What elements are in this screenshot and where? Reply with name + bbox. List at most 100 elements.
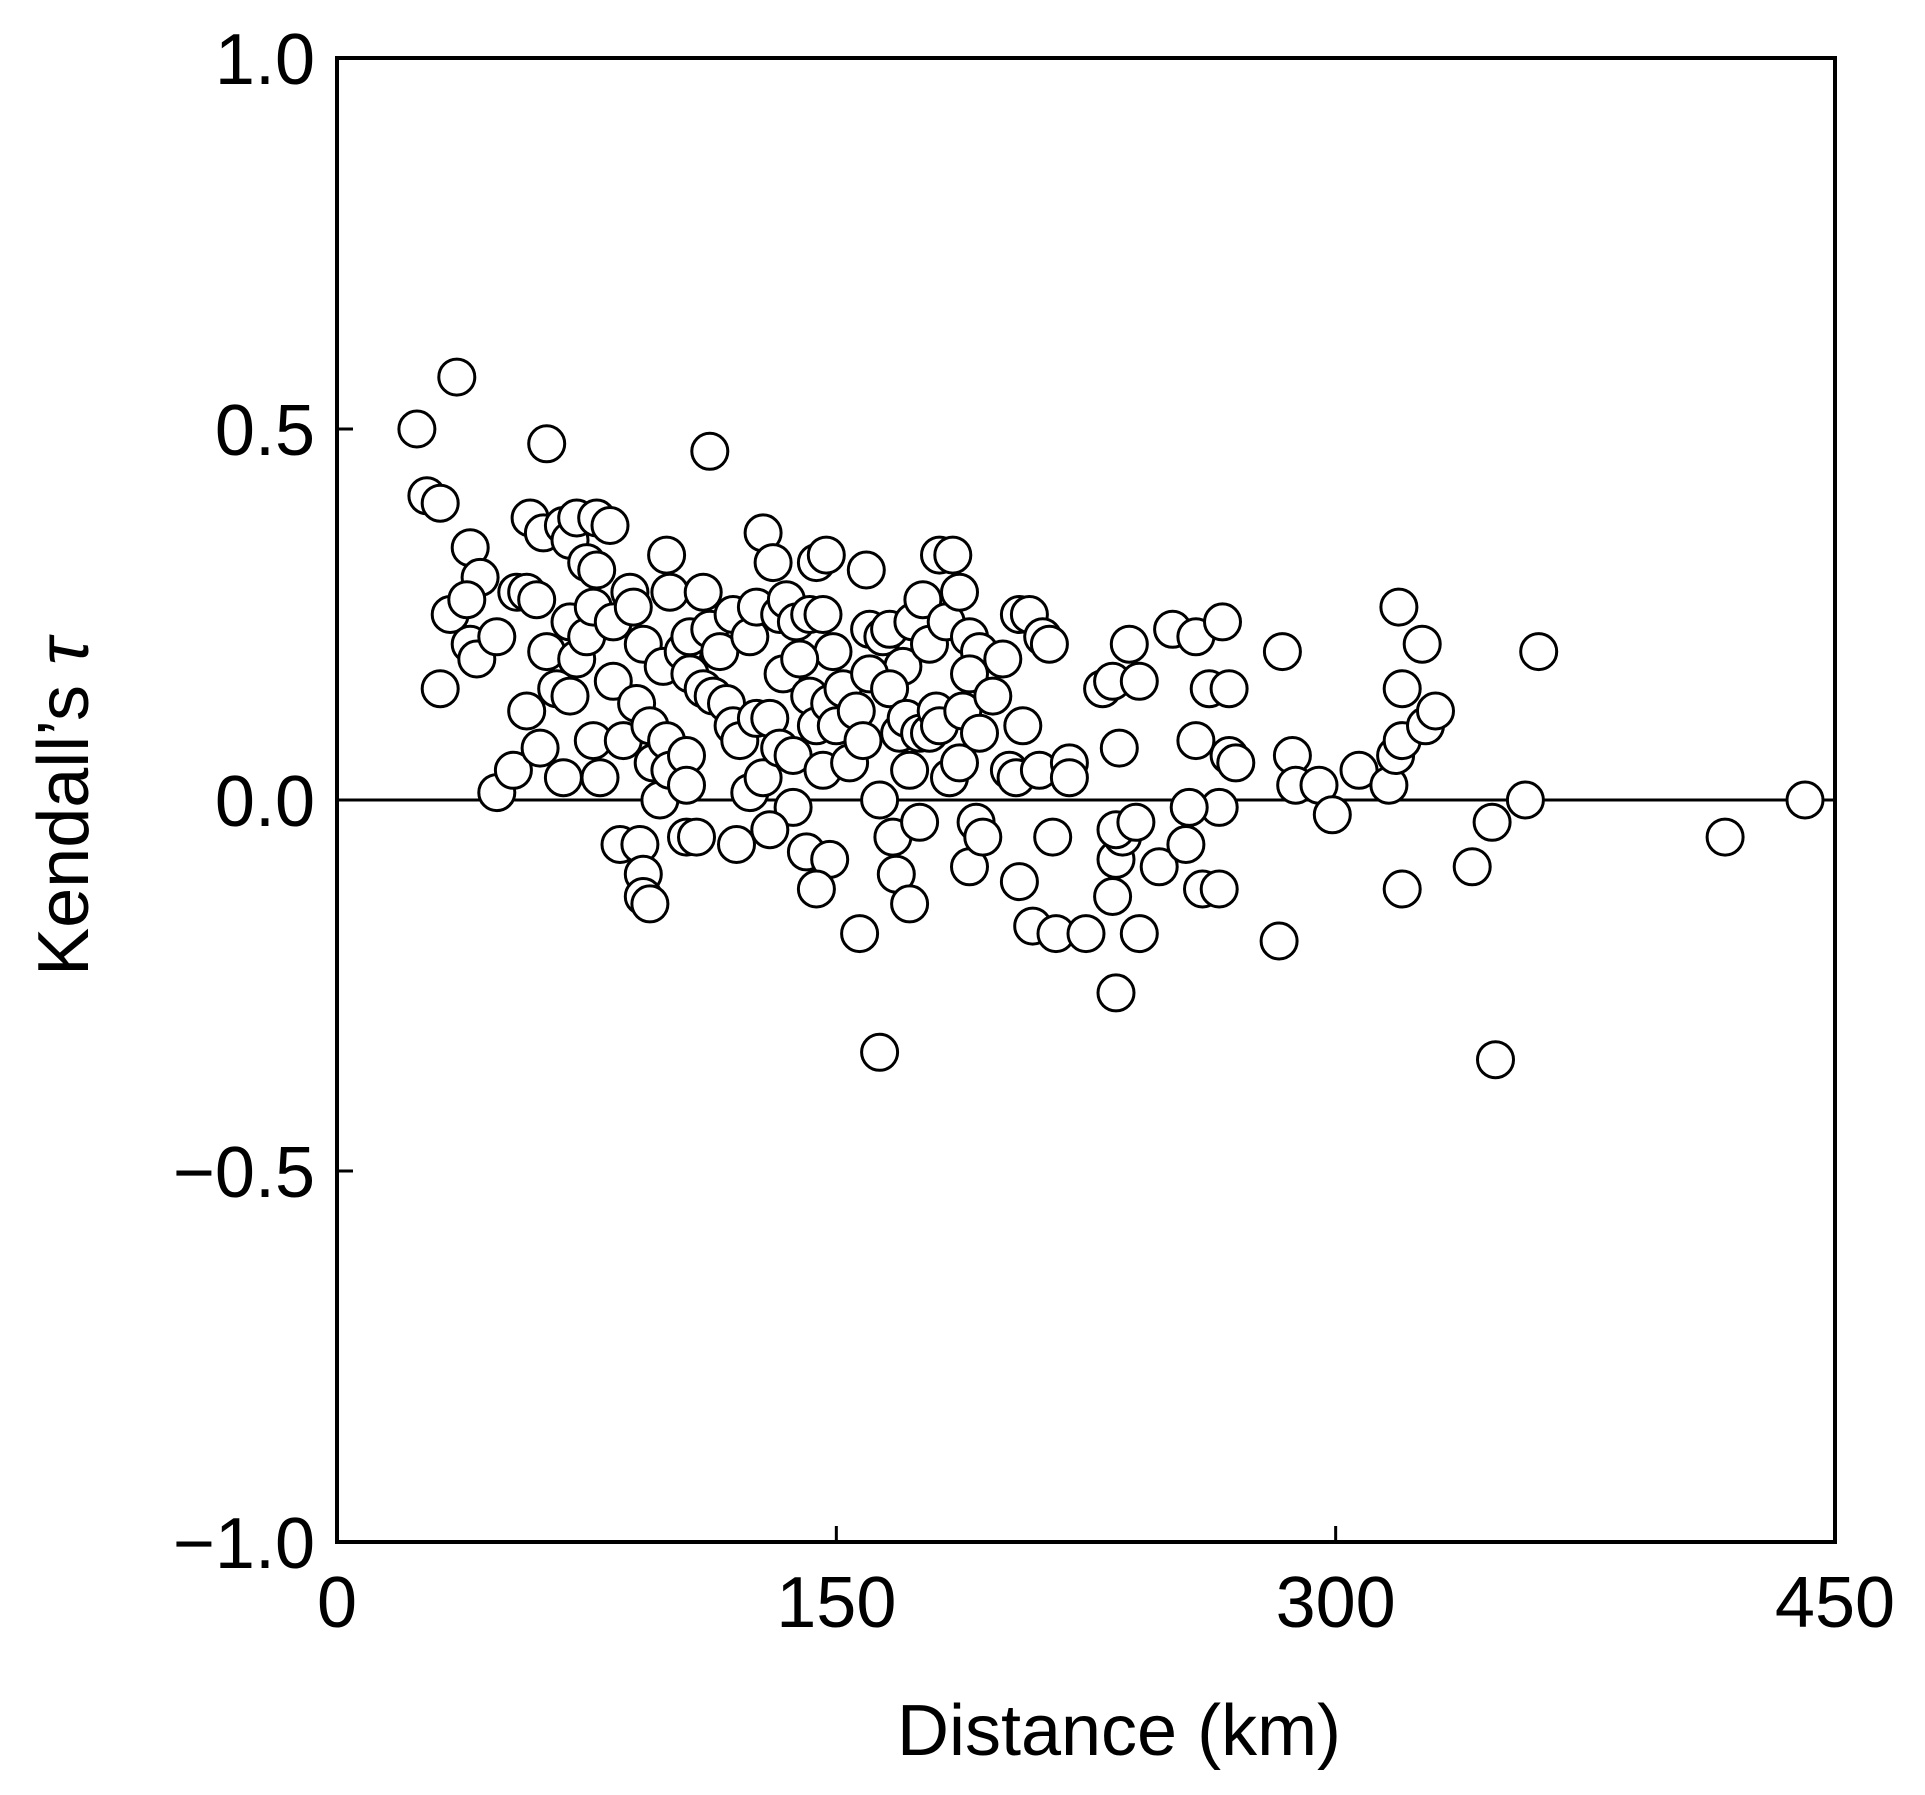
data-point xyxy=(1505,780,1545,820)
data-point xyxy=(520,728,560,768)
data-point xyxy=(420,483,460,523)
data-point xyxy=(1259,921,1299,961)
x-tick-label: 0 xyxy=(317,1563,357,1643)
data-point xyxy=(690,431,730,471)
data-point xyxy=(1003,706,1043,746)
data-point xyxy=(796,869,836,909)
data-point xyxy=(846,550,886,590)
data-point xyxy=(1033,817,1073,857)
data-point xyxy=(1109,624,1149,664)
data-point xyxy=(1116,802,1156,842)
data-point xyxy=(1119,914,1159,954)
data-point xyxy=(683,572,723,612)
data-point xyxy=(590,506,630,545)
data-point xyxy=(890,750,930,790)
data-point xyxy=(1262,632,1302,672)
y-tick-label: −1.0 xyxy=(173,1504,315,1584)
data-point xyxy=(1199,869,1239,909)
data-point xyxy=(1216,743,1256,783)
x-axis-title: Distance (km) xyxy=(897,1691,1341,1771)
data-point xyxy=(630,884,670,924)
data-point xyxy=(1519,632,1559,672)
data-point xyxy=(1093,877,1133,916)
data-point xyxy=(806,535,846,575)
data-point xyxy=(999,862,1039,902)
data-point xyxy=(843,721,883,761)
data-point xyxy=(743,758,783,798)
data-point xyxy=(1476,1040,1515,1080)
data-point xyxy=(933,535,973,575)
data-point xyxy=(477,617,517,657)
y-tick-label: 0.0 xyxy=(215,762,315,842)
data-point xyxy=(870,669,910,709)
data-point xyxy=(750,810,790,850)
data-point xyxy=(1166,825,1206,864)
x-tick-label: 150 xyxy=(776,1563,896,1643)
x-tick-label: 300 xyxy=(1276,1563,1396,1643)
data-point xyxy=(900,802,940,842)
y-axis-ticks: −1.0 −0.5 0.0 0.5 1.0 xyxy=(173,20,353,1584)
data-point xyxy=(773,787,813,827)
data-point xyxy=(860,780,900,820)
data-point xyxy=(1176,721,1216,761)
data-point xyxy=(447,580,487,620)
data-point xyxy=(677,817,716,857)
data-point xyxy=(1402,624,1442,664)
x-tick-label: 450 xyxy=(1775,1563,1895,1643)
data-point xyxy=(840,914,880,954)
data-point xyxy=(580,758,620,798)
data-point xyxy=(1312,795,1352,835)
data-point xyxy=(1472,802,1512,842)
data-point xyxy=(1119,661,1159,701)
x-axis-ticks: 0 150 300 450 xyxy=(317,1526,1895,1643)
data-point xyxy=(940,743,979,783)
data-point xyxy=(493,750,533,790)
data-point xyxy=(577,550,617,590)
data-point xyxy=(813,632,853,672)
data-point xyxy=(550,676,590,716)
data-point xyxy=(1705,817,1745,857)
data-point xyxy=(1382,669,1422,709)
data-point xyxy=(960,713,999,753)
data-point xyxy=(507,691,547,731)
y-tick-label: 1.0 xyxy=(215,20,315,100)
data-point xyxy=(860,1032,900,1072)
data-point xyxy=(1029,624,1069,664)
data-point xyxy=(753,543,793,583)
data-point xyxy=(1785,780,1825,820)
y-tick-label: 0.5 xyxy=(215,391,315,471)
data-point xyxy=(613,587,653,627)
y-tick-label: −0.5 xyxy=(173,1133,315,1213)
data-points xyxy=(397,357,1825,1080)
data-point xyxy=(527,424,567,464)
data-point xyxy=(1099,728,1139,768)
data-point xyxy=(667,765,706,805)
y-axis-title-text: Kendall’s xyxy=(24,665,104,976)
data-point xyxy=(647,535,687,575)
data-point xyxy=(780,639,820,679)
y-axis-title: Kendall’s τ xyxy=(24,634,104,976)
data-point xyxy=(890,884,930,924)
data-point xyxy=(1209,669,1249,709)
data-point xyxy=(397,409,437,449)
data-point xyxy=(543,758,583,798)
data-point xyxy=(1169,787,1209,827)
data-point xyxy=(1066,914,1106,954)
data-point xyxy=(437,357,477,397)
data-point xyxy=(1096,973,1136,1013)
data-point xyxy=(940,572,979,612)
data-point xyxy=(973,676,1013,716)
data-point xyxy=(983,639,1023,679)
data-point xyxy=(1416,691,1455,731)
data-point xyxy=(1452,847,1492,887)
data-point xyxy=(717,825,756,864)
data-point xyxy=(1382,869,1422,909)
data-point xyxy=(1049,758,1089,798)
data-point xyxy=(1203,602,1242,642)
data-point xyxy=(963,817,1003,857)
data-point xyxy=(420,669,460,709)
data-point xyxy=(517,580,557,620)
y-axis-title-symbol: τ xyxy=(24,634,104,665)
data-point xyxy=(1379,587,1419,627)
